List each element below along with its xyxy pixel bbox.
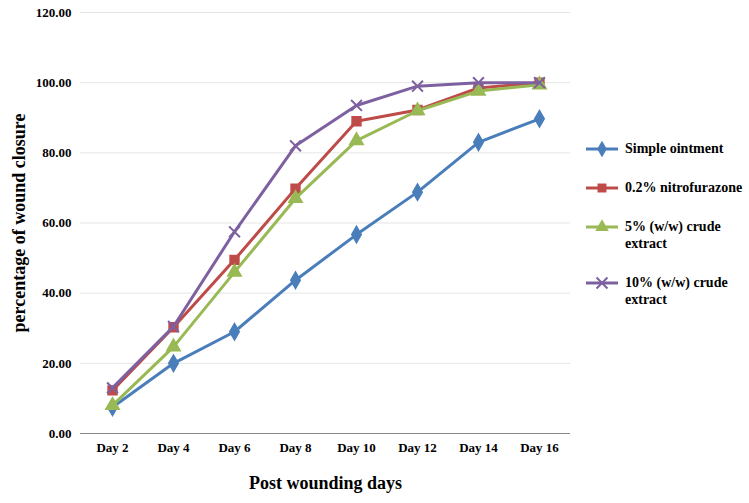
svg-text:Day 14: Day 14 — [459, 440, 498, 455]
html-text:0.2% nitrofurazone: 0.2% nitrofurazone — [625, 180, 743, 195]
svg-text:Day 2: Day 2 — [96, 440, 128, 455]
svg-text:Day 4: Day 4 — [157, 440, 190, 455]
svg-text:percentage of wound closure: percentage of wound closure — [9, 114, 29, 333]
svg-text:80.00: 80.00 — [42, 145, 71, 160]
html-text:Simple ointment: Simple ointment — [625, 141, 724, 156]
svg-text:Day 8: Day 8 — [279, 440, 312, 455]
svg-text:20.00: 20.00 — [42, 355, 71, 370]
svg-text:Day 12: Day 12 — [398, 440, 437, 455]
svg-text:40.00: 40.00 — [42, 285, 71, 300]
html-text:10% (w/w) crude extract: 10% (w/w) crude extract — [625, 275, 728, 307]
svg-text:120.00: 120.00 — [36, 5, 72, 20]
svg-text:Day 16: Day 16 — [520, 440, 559, 455]
html-text:5% (w/w) crude extract: 5% (w/w) crude extract — [625, 219, 721, 251]
svg-text:Day 10: Day 10 — [337, 440, 376, 455]
svg-text:Post wounding days: Post wounding days — [249, 473, 402, 493]
svg-text:100.00: 100.00 — [36, 75, 72, 90]
svg-text:0.00: 0.00 — [49, 426, 72, 441]
svg-text:60.00: 60.00 — [42, 215, 71, 230]
svg-text:Day 6: Day 6 — [218, 440, 251, 455]
